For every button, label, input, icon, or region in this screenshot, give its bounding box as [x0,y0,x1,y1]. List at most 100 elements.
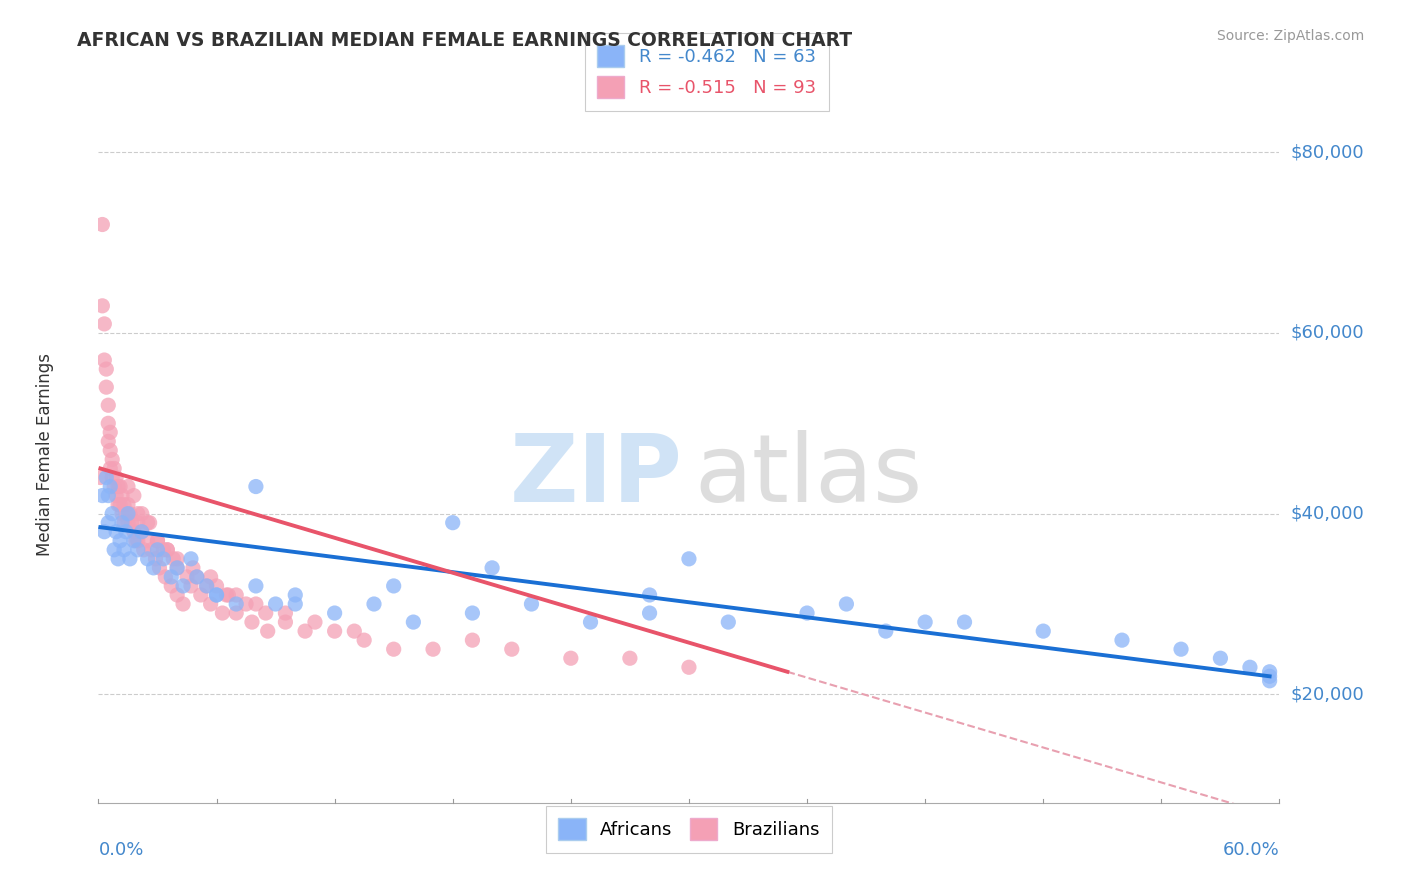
Point [579,615,602,629]
Point [108,533,131,548]
Point [274,615,297,629]
Point [142,561,165,575]
Point [97,417,120,431]
Point [131,507,153,521]
Point [127,507,149,521]
Point [146,533,169,548]
Point [914,615,936,629]
Point [240,615,263,629]
Point [148,561,170,575]
Point [112,516,135,530]
Point [205,588,228,602]
Point [117,498,139,512]
Point [122,524,145,539]
Text: ZIP: ZIP [510,430,683,522]
Point [136,551,159,566]
Point [98,443,121,458]
Point [122,489,145,503]
Point [284,588,307,602]
Point [111,516,134,530]
Point [323,606,346,620]
Point [107,479,129,493]
Point [172,579,194,593]
Point [97,489,120,503]
Point [186,570,208,584]
Point [141,542,163,557]
Point [136,516,159,530]
Point [245,579,267,593]
Point [103,461,125,475]
Point [205,579,228,593]
Point [1239,660,1261,674]
Point [186,570,208,584]
Point [225,597,247,611]
Point [103,479,125,493]
Point [875,624,897,639]
Point [156,542,179,557]
Point [717,615,740,629]
Point [638,588,661,602]
Point [172,597,194,611]
Point [678,660,700,674]
Point [131,524,153,539]
Point [105,524,128,539]
Point [195,579,218,593]
Point [96,380,118,394]
Point [190,588,212,602]
Point [1111,633,1133,648]
Point [205,588,228,602]
Point [156,542,179,557]
Point [132,542,155,557]
Point [101,507,124,521]
Text: 0.0%: 0.0% [98,841,143,859]
Point [121,516,143,530]
Point [155,570,177,584]
Legend: Africans, Brazilians: Africans, Brazilians [546,805,832,853]
Point [105,470,128,484]
Point [1170,642,1192,657]
Point [108,498,131,512]
Point [245,479,267,493]
Point [93,317,115,331]
Point [118,507,141,521]
Point [97,398,120,412]
Point [181,561,204,575]
Point [1032,624,1054,639]
Point [343,624,366,639]
Point [217,588,239,602]
Point [91,489,114,503]
Point [108,479,131,493]
Point [560,651,582,665]
Point [195,579,218,593]
Point [256,624,278,639]
Point [136,533,159,548]
Point [115,507,138,521]
Point [98,461,121,475]
Point [180,551,202,566]
Point [152,542,174,557]
Point [520,597,543,611]
Point [382,642,405,657]
Point [115,524,138,539]
Point [254,606,277,620]
Point [127,533,149,548]
Point [96,470,118,484]
Point [678,551,700,566]
Point [353,633,375,648]
Text: atlas: atlas [695,430,924,522]
Point [112,498,135,512]
Point [125,533,148,548]
Point [422,642,444,657]
Point [105,489,128,503]
Point [146,533,169,548]
Point [118,551,141,566]
Point [146,542,169,557]
Point [166,588,188,602]
Point [91,218,114,232]
Point [235,597,257,611]
Point [145,551,167,566]
Point [835,597,858,611]
Point [481,561,503,575]
Point [117,507,139,521]
Point [304,615,326,629]
